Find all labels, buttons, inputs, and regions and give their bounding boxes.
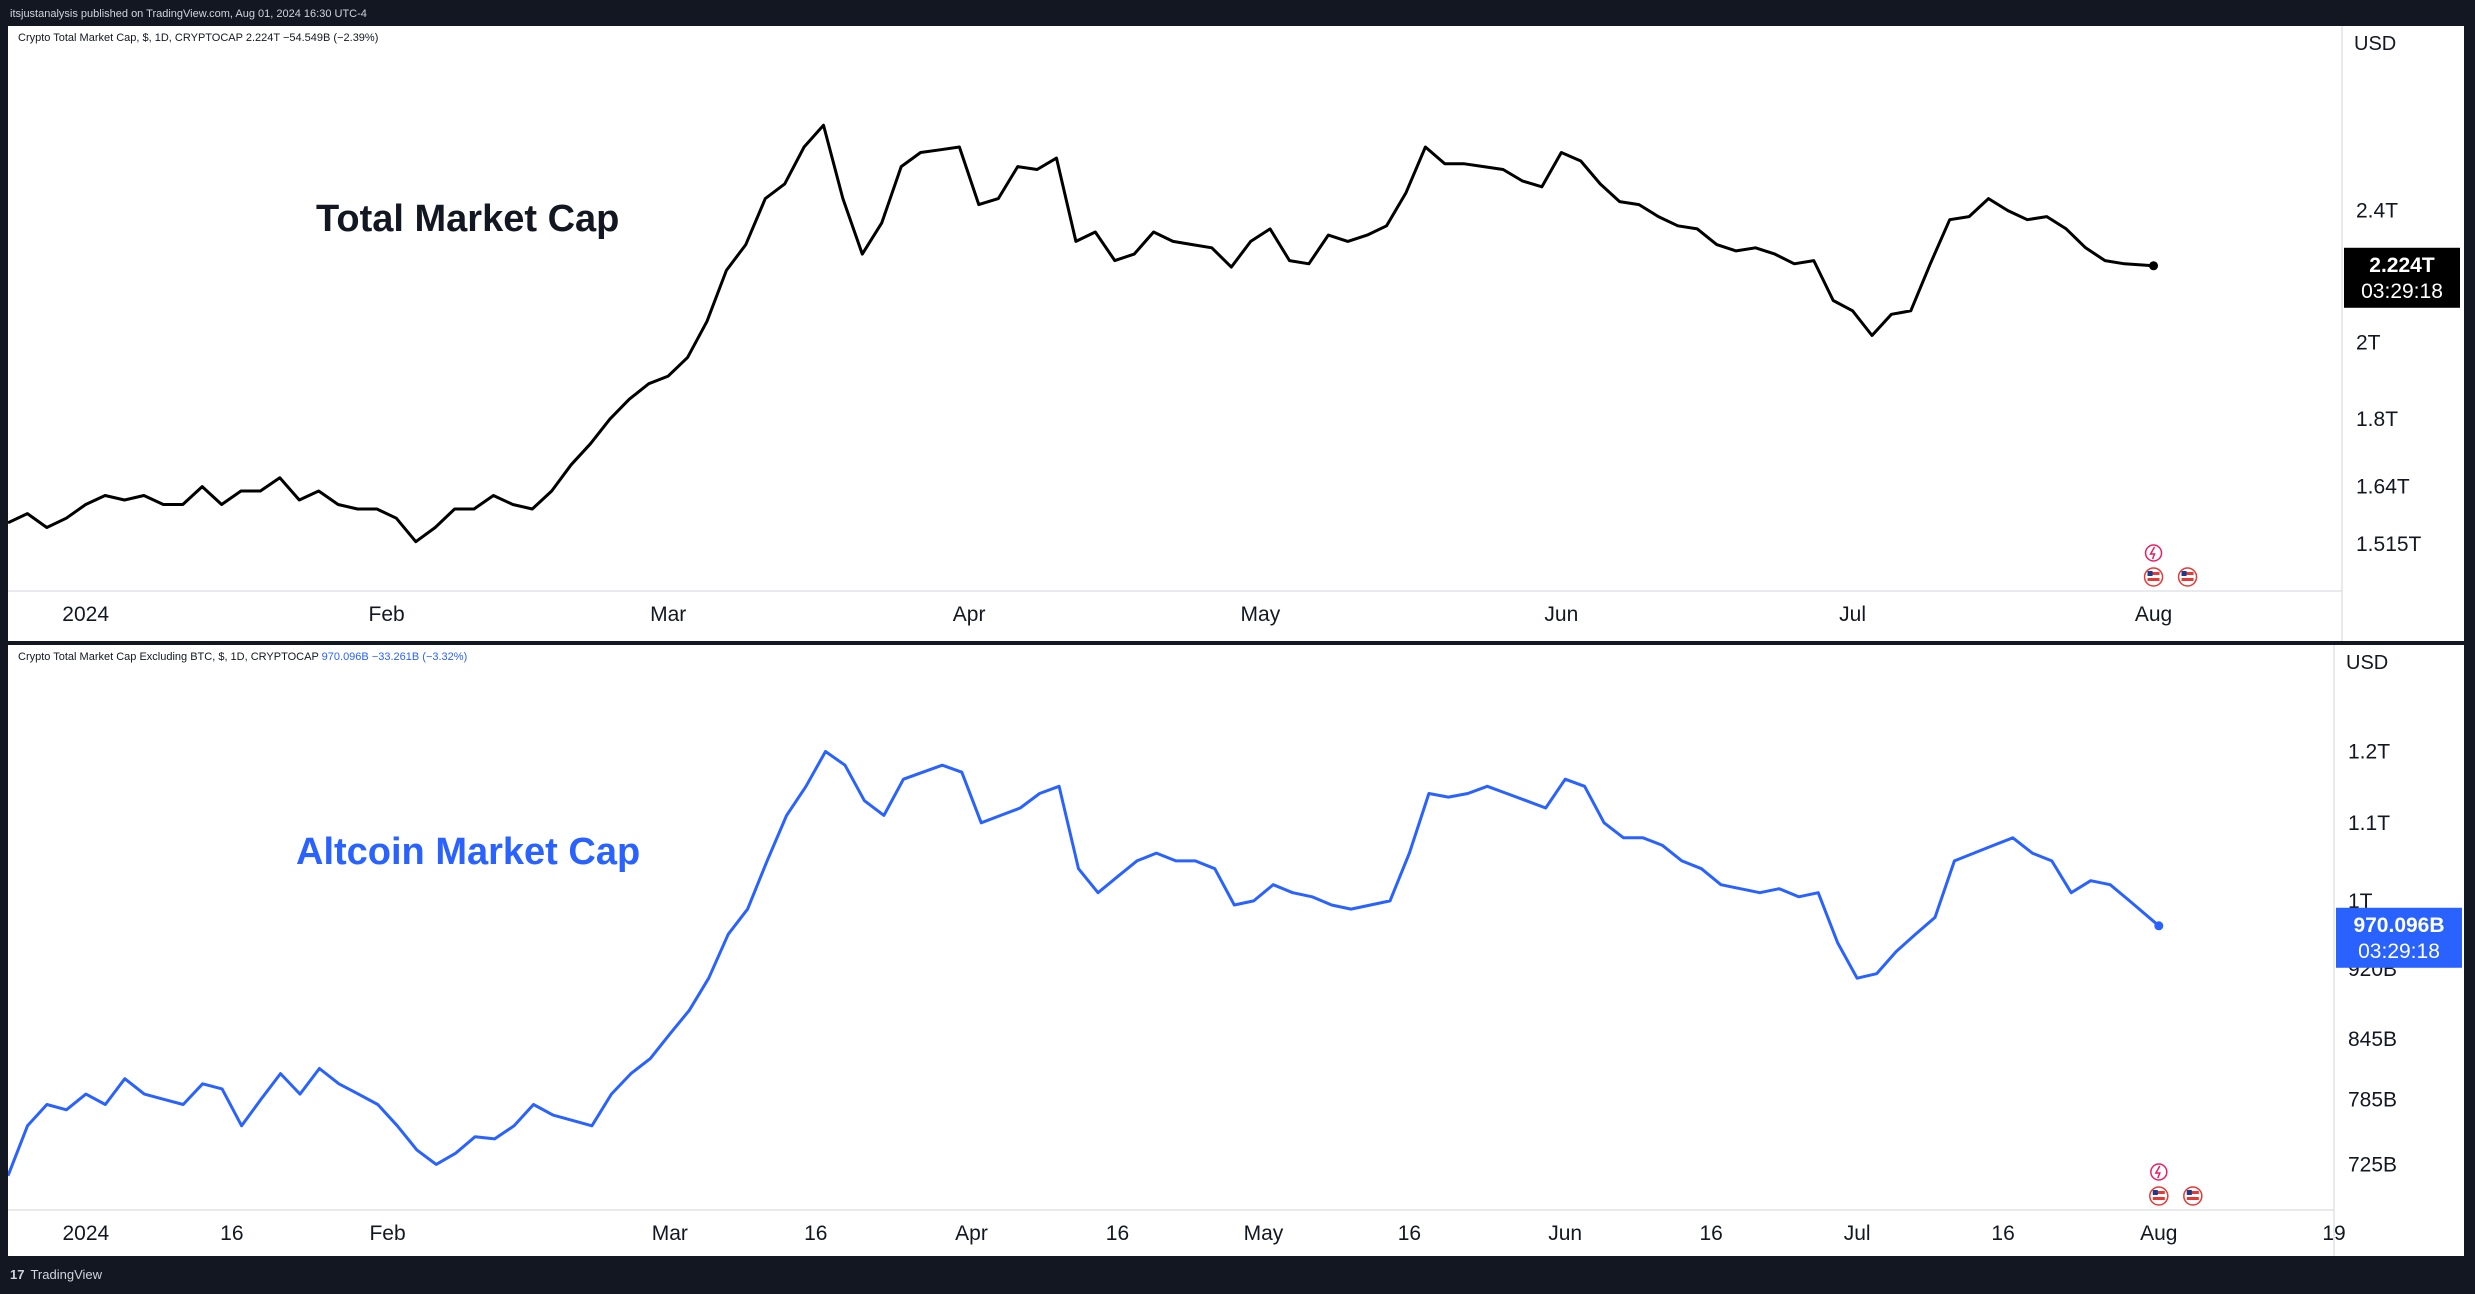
x-tick-label: 16 bbox=[1991, 1222, 2014, 1245]
last-value-badge: 970.096B 03:29:18 bbox=[2336, 907, 2462, 968]
y-tick-label: 1.1T bbox=[2348, 812, 2390, 835]
countdown-label: 03:29:18 bbox=[2358, 940, 2440, 963]
y-tick-label: 1.2T bbox=[2348, 740, 2390, 763]
series-line bbox=[8, 123, 2154, 544]
x-tick-label: Mar bbox=[652, 1222, 688, 1245]
x-tick-label: Jun bbox=[1544, 603, 1578, 626]
y-tick-label: 845B bbox=[2348, 1028, 2397, 1051]
x-tick-label: 2024 bbox=[62, 1222, 109, 1245]
countdown-label: 03:29:18 bbox=[2361, 280, 2443, 303]
y-tick-label: 1.515T bbox=[2356, 533, 2422, 556]
x-tick-label: Jul bbox=[1839, 603, 1866, 626]
publisher-text: itsjustanalysis published on TradingView… bbox=[10, 8, 367, 20]
y-tick-label: 725B bbox=[2348, 1153, 2397, 1176]
x-tick-label: Aug bbox=[2135, 603, 2172, 626]
x-tick-label: Apr bbox=[955, 1222, 988, 1245]
legend-altcoin-change: −33.261B (−3.32%) bbox=[371, 651, 468, 663]
y-tick-label: 1.64T bbox=[2356, 476, 2410, 499]
series-line bbox=[8, 750, 2160, 1177]
currency-label: USD bbox=[2354, 33, 2396, 55]
last-point-dot bbox=[2149, 261, 2159, 271]
x-tick-label: 19 bbox=[2322, 1222, 2345, 1245]
legend-total: Crypto Total Market Cap, $, 1D, CRYPTOCA… bbox=[18, 32, 378, 44]
currency-label: USD bbox=[2346, 652, 2388, 674]
y-tick-label: 1.8T bbox=[2356, 408, 2398, 431]
legend-altcoin-name: Crypto Total Market Cap Excluding BTC, $… bbox=[18, 651, 319, 663]
x-tick-label: Apr bbox=[953, 603, 986, 626]
x-tick-label: Jun bbox=[1548, 1222, 1582, 1245]
footer-bar: 17 TradingView bbox=[0, 1256, 2475, 1294]
x-tick-label: 16 bbox=[804, 1222, 827, 1245]
x-tick-label: Mar bbox=[650, 603, 686, 626]
x-tick-label: Jul bbox=[1844, 1222, 1871, 1245]
event-flags-icon[interactable] bbox=[2149, 1163, 2203, 1206]
chart-pane-total[interactable]: USD 2.4T 2T 1.8T 1.64T 1.515T 2024 Feb Mar Apr May… bbox=[8, 26, 2464, 641]
last-point-dot bbox=[2154, 921, 2164, 931]
last-value-badge: 2.224T 03:29:18 bbox=[2344, 247, 2460, 308]
x-tick-label: May bbox=[1244, 1222, 1284, 1245]
chart-title-total: Total Market Cap bbox=[316, 198, 620, 240]
x-tick-label: 16 bbox=[220, 1222, 243, 1245]
y-tick-label: 2T bbox=[2356, 332, 2381, 355]
chart-title-altcoin: Altcoin Market Cap bbox=[296, 831, 641, 873]
x-tick-label: 16 bbox=[1398, 1222, 1421, 1245]
tradingview-logo-icon: 17 bbox=[10, 1267, 25, 1282]
event-flags-icon[interactable] bbox=[2143, 544, 2198, 587]
last-value-label: 970.096B bbox=[2353, 914, 2444, 937]
x-tick-label: 16 bbox=[1699, 1222, 1722, 1245]
chart-pane-altcoin[interactable]: USD 1.2T 1.1T 1T 920B 845B 785B 725B 2024 16 Feb Ma… bbox=[8, 645, 2464, 1256]
last-value-label: 2.224T bbox=[2369, 254, 2435, 277]
legend-total-change: −54.549B (−2.39%) bbox=[282, 32, 379, 44]
legend-altcoin: Crypto Total Market Cap Excluding BTC, $… bbox=[18, 651, 467, 663]
y-tick-label: 785B bbox=[2348, 1088, 2397, 1111]
legend-altcoin-value: 970.096B bbox=[321, 651, 369, 663]
y-tick-label: 1T bbox=[2348, 890, 2373, 913]
chart-svg-total[interactable]: USD 2.4T 2T 1.8T 1.64T 1.515T 2024 Feb Mar Apr May… bbox=[8, 26, 2464, 641]
legend-total-name: Crypto Total Market Cap, $, 1D, CRYPTOCA… bbox=[18, 32, 243, 44]
publisher-bar: itsjustanalysis published on TradingView… bbox=[0, 0, 2475, 28]
x-tick-label: Aug bbox=[2140, 1222, 2177, 1245]
x-tick-label: 16 bbox=[1106, 1222, 1129, 1245]
legend-total-value: 2.224T bbox=[245, 32, 280, 44]
tradingview-brand: TradingView bbox=[30, 1267, 103, 1282]
y-tick-label: 2.4T bbox=[2356, 200, 2398, 223]
x-tick-label: 2024 bbox=[62, 603, 109, 626]
x-tick-label: May bbox=[1241, 603, 1281, 626]
x-tick-label: Feb bbox=[369, 603, 405, 626]
x-tick-label: Feb bbox=[369, 1222, 405, 1245]
